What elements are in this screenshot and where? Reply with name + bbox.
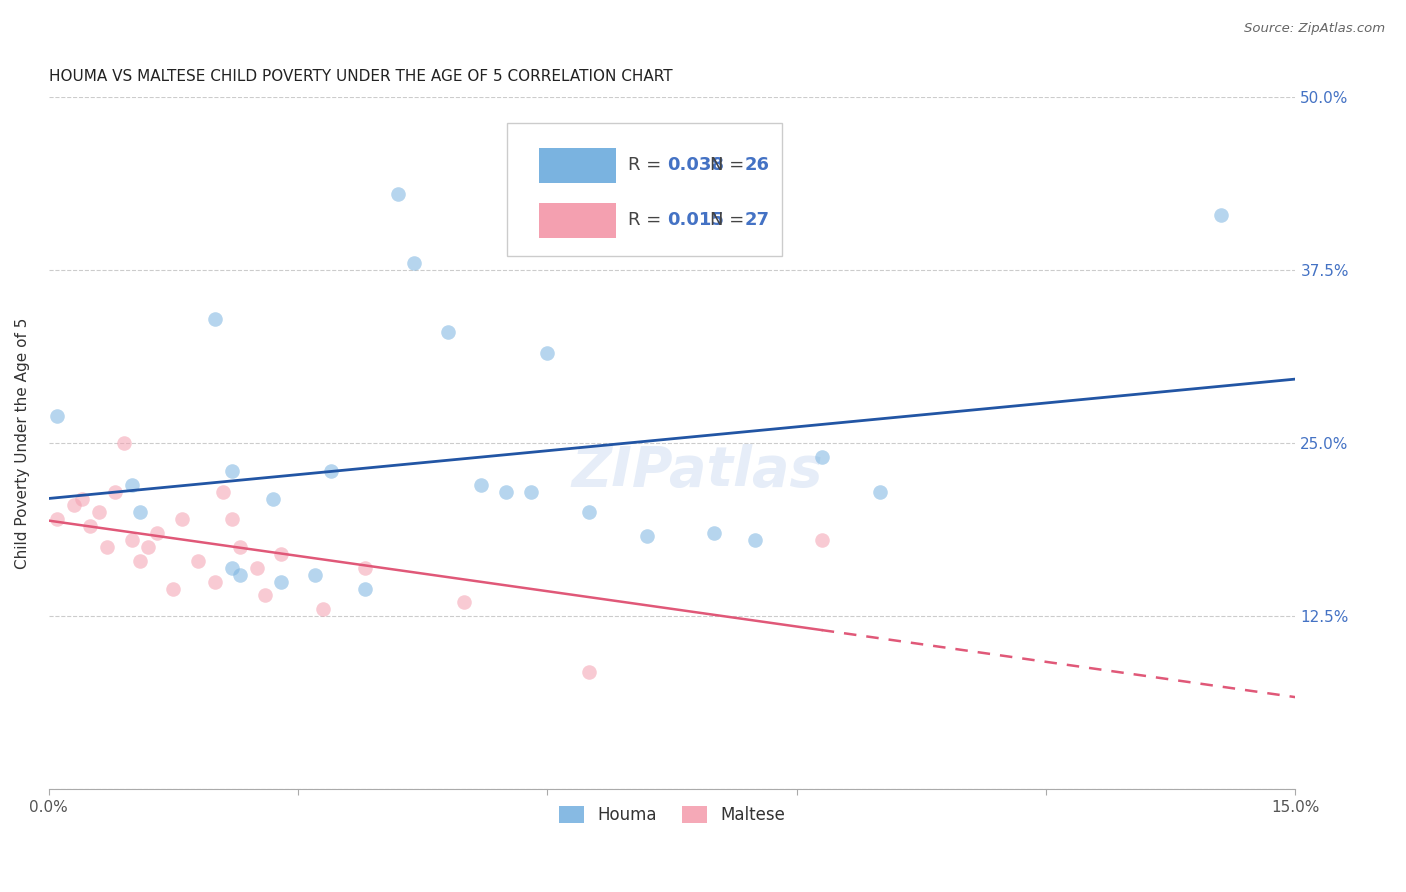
- Point: [312, 602, 335, 616]
- Text: 0.038: 0.038: [668, 156, 724, 175]
- Point: [703, 526, 725, 541]
- Point: [270, 574, 292, 589]
- Point: [353, 561, 375, 575]
- Point: [404, 256, 426, 270]
- Point: [520, 484, 543, 499]
- Point: [453, 595, 475, 609]
- Point: [578, 505, 600, 519]
- Point: [129, 554, 152, 568]
- Point: [744, 533, 766, 547]
- Text: N =: N =: [710, 156, 749, 175]
- Text: 26: 26: [745, 156, 769, 175]
- Text: R =: R =: [628, 211, 666, 229]
- Point: [253, 589, 276, 603]
- Point: [229, 540, 252, 554]
- Point: [79, 519, 101, 533]
- Point: [470, 477, 492, 491]
- Point: [204, 311, 226, 326]
- Text: 27: 27: [745, 211, 769, 229]
- Text: 0.015: 0.015: [668, 211, 724, 229]
- Point: [221, 512, 243, 526]
- Text: R =: R =: [628, 156, 666, 175]
- Legend: Houma, Maltese: Houma, Maltese: [551, 798, 793, 833]
- Point: [96, 540, 118, 554]
- Point: [104, 484, 127, 499]
- Point: [62, 499, 84, 513]
- Point: [536, 346, 558, 360]
- Point: [262, 491, 284, 506]
- Point: [1209, 208, 1232, 222]
- Point: [46, 512, 69, 526]
- Text: N =: N =: [710, 211, 749, 229]
- Point: [46, 409, 69, 423]
- Point: [138, 540, 160, 554]
- Point: [146, 526, 169, 541]
- Text: ZIPatlas: ZIPatlas: [571, 444, 823, 498]
- Point: [170, 512, 193, 526]
- Y-axis label: Child Poverty Under the Age of 5: Child Poverty Under the Age of 5: [15, 318, 30, 569]
- Point: [270, 547, 292, 561]
- Point: [229, 567, 252, 582]
- Point: [121, 533, 143, 547]
- Point: [353, 582, 375, 596]
- Point: [187, 554, 209, 568]
- Point: [221, 464, 243, 478]
- Point: [162, 582, 184, 596]
- Point: [810, 533, 832, 547]
- Point: [304, 567, 326, 582]
- Point: [245, 561, 267, 575]
- Point: [387, 187, 409, 202]
- Point: [87, 505, 110, 519]
- Point: [495, 484, 517, 499]
- Point: [869, 484, 891, 499]
- Point: [578, 665, 600, 679]
- Point: [636, 529, 658, 543]
- Point: [436, 326, 458, 340]
- Point: [212, 484, 235, 499]
- Point: [112, 436, 135, 450]
- Point: [321, 464, 343, 478]
- Point: [810, 450, 832, 464]
- Point: [70, 491, 93, 506]
- Point: [129, 505, 152, 519]
- Point: [221, 561, 243, 575]
- Point: [204, 574, 226, 589]
- Text: Source: ZipAtlas.com: Source: ZipAtlas.com: [1244, 22, 1385, 36]
- Text: HOUMA VS MALTESE CHILD POVERTY UNDER THE AGE OF 5 CORRELATION CHART: HOUMA VS MALTESE CHILD POVERTY UNDER THE…: [49, 69, 672, 84]
- Point: [121, 477, 143, 491]
